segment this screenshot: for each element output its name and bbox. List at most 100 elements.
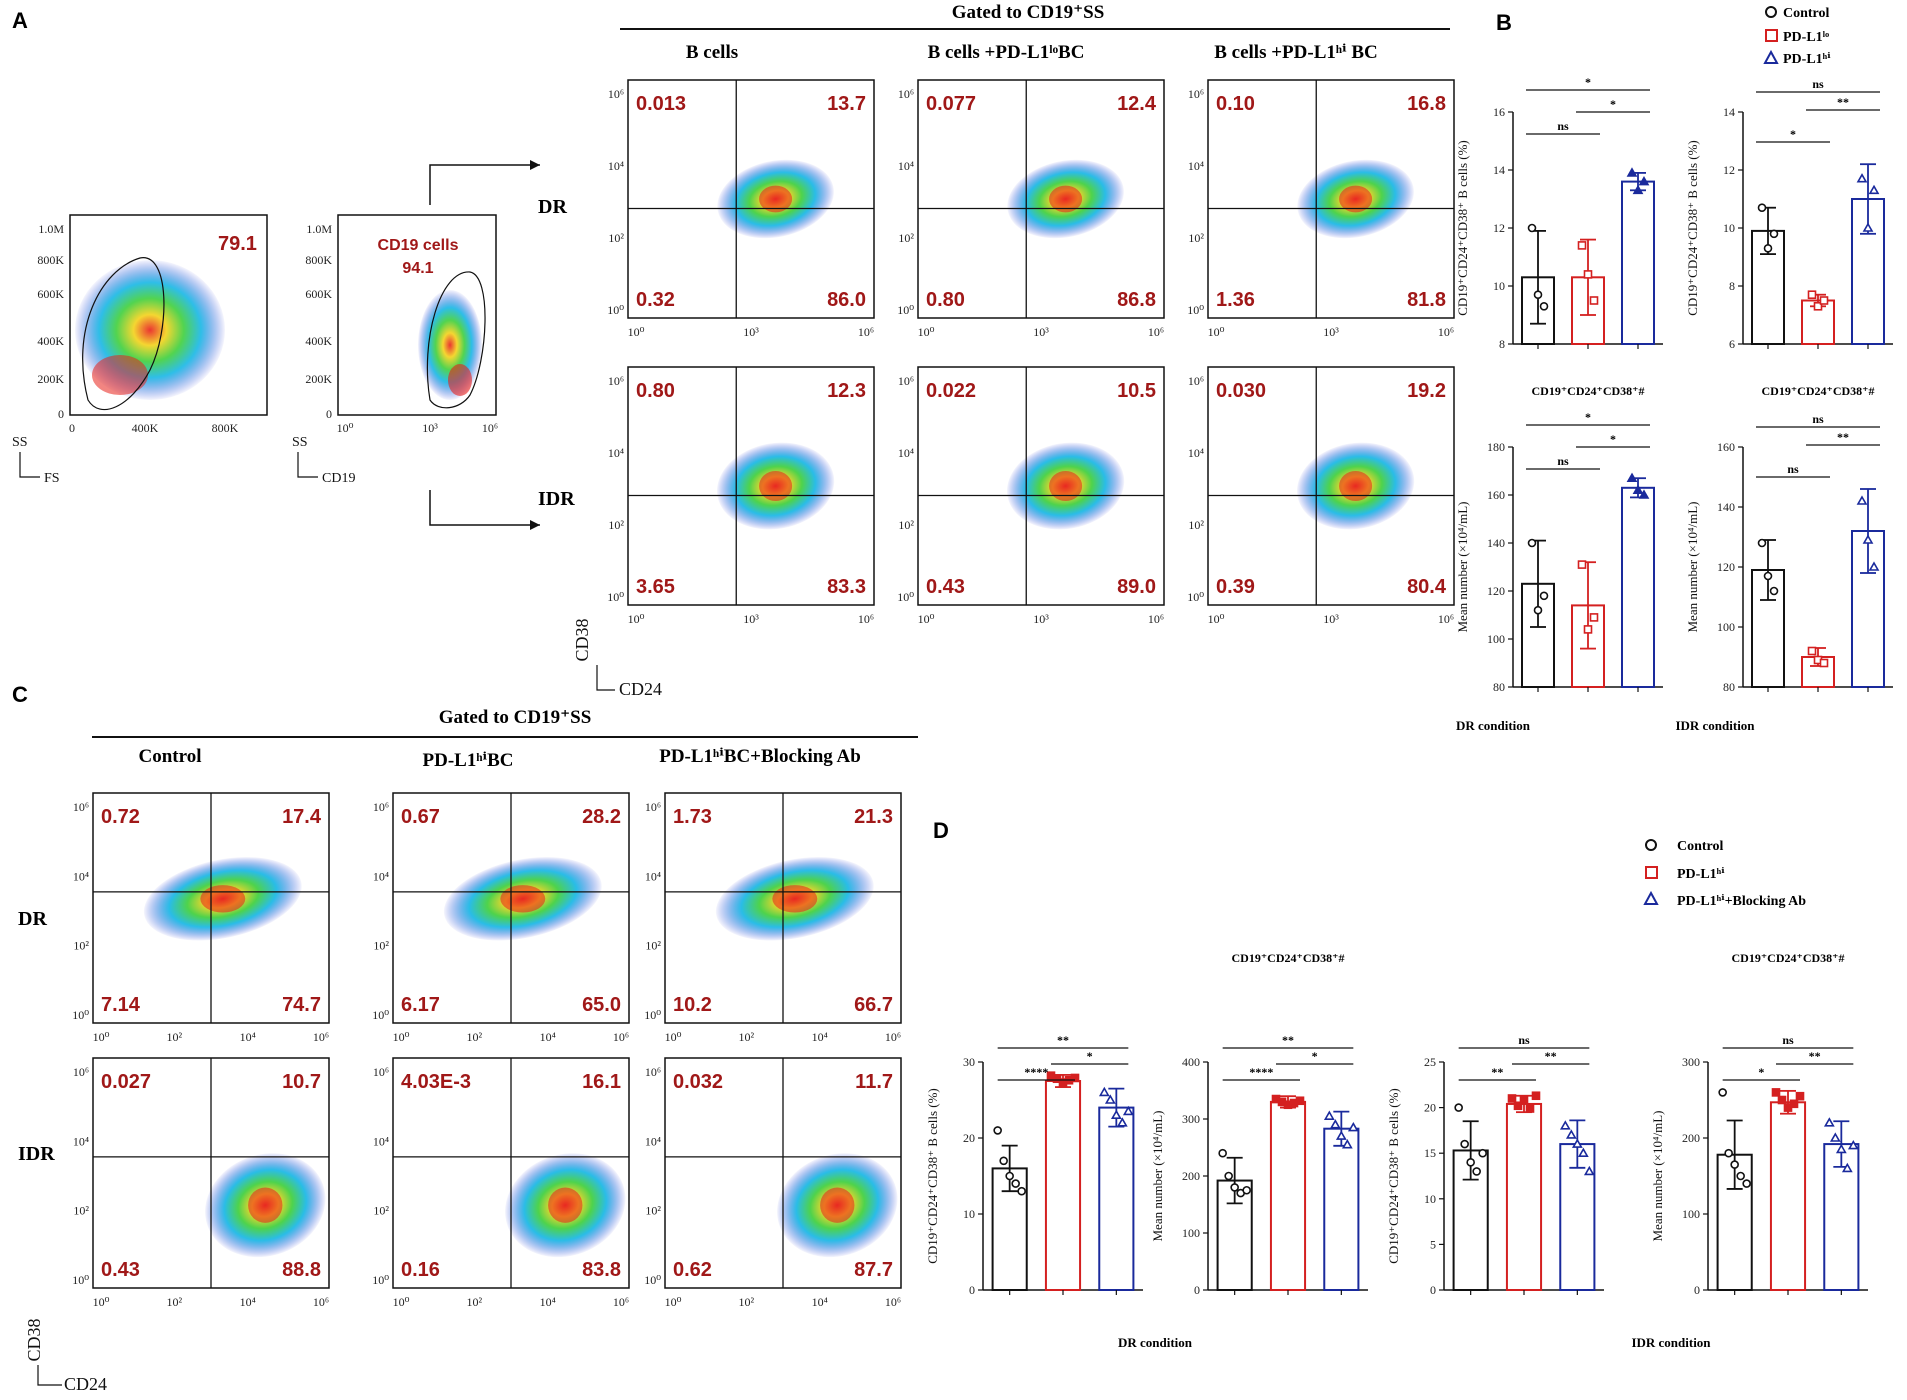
data-point	[1589, 296, 1599, 305]
bar-y-tick-label: 200	[1682, 1131, 1700, 1145]
panel-c-col-title-1: Control	[139, 746, 202, 767]
panel-c-axis-y: CD38	[24, 1318, 44, 1361]
gate1-ytick: 1.0M	[38, 222, 64, 236]
data-point	[1565, 1129, 1577, 1139]
significance-label: ns	[1557, 119, 1569, 133]
bar-y-tick-label: 100	[1682, 1207, 1700, 1221]
bar-y-tick-label: 14	[1493, 163, 1505, 177]
gate1-ytick: 600K	[37, 287, 64, 301]
significance-label: *	[1585, 410, 1591, 424]
legend-b-marker-control	[1765, 6, 1777, 18]
flow-y-tick: 10⁴	[373, 869, 389, 883]
flow-y-tick: 10⁶	[373, 800, 389, 814]
bar-y-tick-label: 80	[1723, 680, 1735, 694]
gate2-label: CD19 cells	[378, 237, 459, 254]
bar-y-tick-label: 6	[1729, 337, 1735, 351]
data-point	[1525, 1104, 1535, 1113]
data-point	[1559, 1120, 1571, 1130]
bar-y-tick-label: 120	[1717, 560, 1735, 574]
data-point	[1513, 1101, 1523, 1111]
gate2-xtick: 10³	[422, 421, 438, 435]
quadrant-value-q3: 81.8	[1407, 289, 1446, 311]
flow-x-tick: 10⁶	[313, 1030, 329, 1044]
legend-d-marker-hi	[1645, 866, 1658, 879]
quadrant-value-q3: 80.4	[1407, 576, 1447, 598]
data-point	[1116, 1117, 1128, 1127]
quadrant-value-q4: 7.14	[101, 994, 141, 1016]
gate1-ytick: 0	[58, 407, 64, 421]
significance-label: *	[1087, 1049, 1093, 1063]
significance-label: ns	[1812, 412, 1824, 426]
significance-label: **	[1545, 1049, 1557, 1063]
arrow-to-dr	[429, 164, 540, 205]
data-point	[1533, 290, 1543, 300]
flow-y-tick: 10⁰	[644, 1008, 661, 1022]
legend-b-marker-low	[1765, 29, 1778, 42]
flow-cell-hotspot	[1049, 471, 1083, 501]
bar-y-tick-label: 160	[1717, 440, 1735, 454]
flow-y-tick: 10⁰	[897, 303, 914, 317]
flow-y-tick: 10⁰	[1187, 590, 1204, 604]
gate2-ytick: 400K	[305, 334, 332, 348]
bar-chart-title: CD19⁺CD24⁺CD38⁺#	[1532, 384, 1645, 398]
bar-y-tick-label: 140	[1717, 500, 1735, 514]
bar-y-tick-label: 0	[969, 1283, 975, 1297]
gate2-ytick: 1.0M	[306, 222, 332, 236]
significance-label: *	[1790, 127, 1796, 141]
data-point	[1295, 1096, 1305, 1106]
gate2-xtick: 10⁰	[337, 421, 354, 435]
flow-x-tick: 10⁴	[540, 1030, 556, 1044]
flow-y-tick: 10⁴	[898, 446, 914, 460]
gate2-gate-outline	[426, 271, 486, 409]
gate1-x-axis-label: FS	[44, 471, 60, 486]
bar-y-tick-label: 0	[1694, 1283, 1700, 1297]
flow-x-tick: 10³	[743, 612, 759, 626]
data-point	[993, 1126, 1002, 1135]
data-point	[1742, 1179, 1751, 1188]
flow-y-tick: 10⁶	[73, 800, 89, 814]
data-point	[1813, 301, 1823, 311]
bar-y-tick-label: 120	[1487, 584, 1505, 598]
flow-y-tick: 10⁶	[608, 374, 624, 388]
significance-label: *	[1312, 1049, 1318, 1063]
data-point	[1777, 1095, 1787, 1105]
flow-y-tick: 10²	[898, 231, 914, 245]
data-point	[1070, 1073, 1080, 1083]
legend-d-control: Control	[1677, 839, 1724, 854]
flow-x-tick: 10⁶	[858, 325, 874, 339]
bar-y-tick-label: 300	[1182, 1112, 1200, 1126]
quadrant-value-q1: 0.80	[636, 380, 675, 402]
flow-x-tick: 10²	[739, 1295, 755, 1309]
panel-label-a: A	[12, 8, 28, 33]
flow-y-tick: 10²	[645, 939, 661, 953]
quadrant-value-q1: 0.027	[101, 1071, 151, 1093]
flow-x-tick: 10⁰	[393, 1030, 410, 1044]
bar-charts: 8 10 12 14 16 CD19⁺CD24⁺CD38⁺ B cells (%) * ns *…	[925, 75, 1893, 1297]
legend-b-low: PD-L1ˡᵒ	[1783, 30, 1829, 45]
flow-y-tick: 10²	[608, 231, 624, 245]
quadrant-value-q3: 74.7	[282, 994, 321, 1016]
quadrant-value-q2: 13.7	[827, 93, 866, 115]
quadrant-value-q2: 19.2	[1407, 380, 1446, 402]
flow-y-tick: 10⁴	[608, 159, 624, 173]
flow-x-tick: 10⁶	[1438, 612, 1454, 626]
flow-y-tick: 10⁶	[373, 1065, 389, 1079]
flow-x-tick: 10³	[743, 325, 759, 339]
quadrant-value-q2: 17.4	[282, 806, 322, 828]
quadrant-value-q4: 0.32	[636, 289, 675, 311]
flow-x-tick: 10⁶	[858, 612, 874, 626]
data-point	[1098, 1086, 1110, 1097]
flow-y-tick: 10⁴	[645, 1134, 661, 1148]
flow-x-tick: 10⁰	[1208, 612, 1225, 626]
gate-plot-cd19-ss: CD19 cells 94.1 1.0M 800K 600K 400K 200K…	[292, 214, 498, 486]
condition-b-dr: DR condition	[1456, 718, 1531, 733]
quadrant-value-q4: 0.80	[926, 289, 965, 311]
flow-x-tick: 10²	[467, 1295, 483, 1309]
bar-y-axis-label: Mean number (×10⁴/mL)	[1455, 502, 1470, 633]
data-point	[1460, 1139, 1469, 1149]
quadrant-value-q2: 12.3	[827, 380, 866, 402]
bar-y-tick-label: 0	[1194, 1283, 1200, 1297]
data-point	[1242, 1185, 1251, 1195]
quadrant-value-q1: 4.03E-3	[401, 1071, 471, 1093]
